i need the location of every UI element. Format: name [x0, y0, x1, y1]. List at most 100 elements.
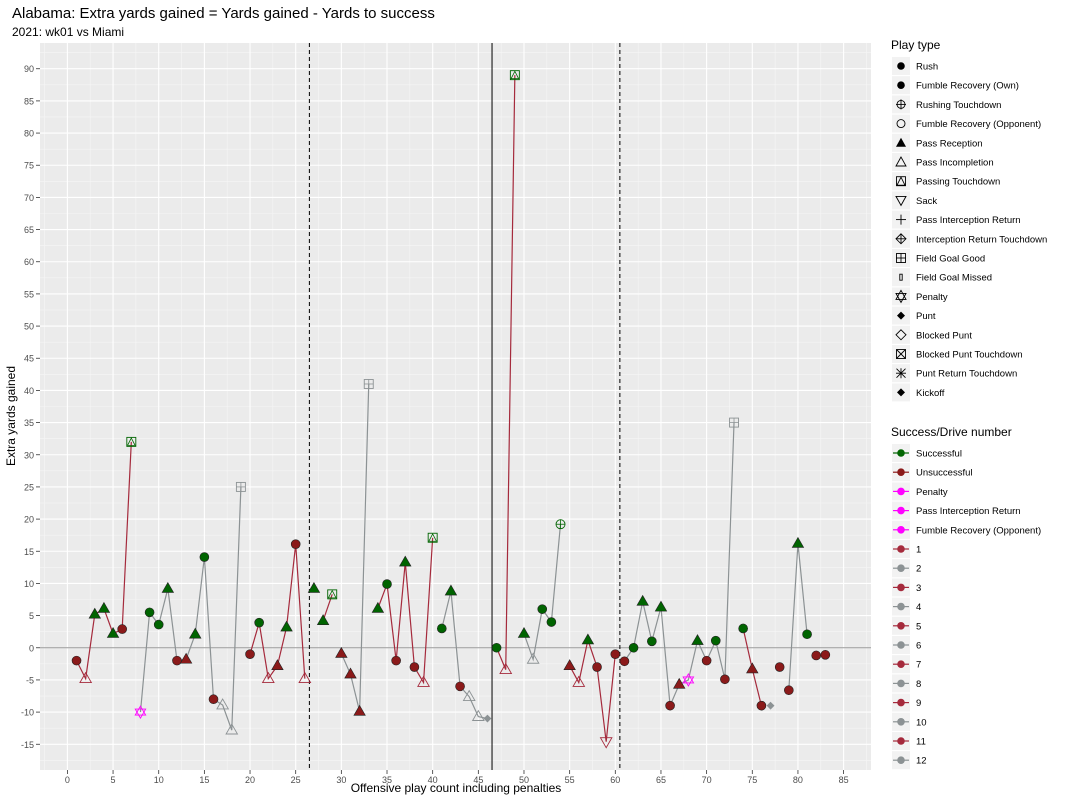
play-point — [280, 620, 293, 632]
play-point — [628, 642, 639, 653]
play-point — [106, 627, 120, 638]
x-tick-label: 30 — [336, 775, 346, 785]
drive-13 — [738, 623, 767, 711]
x-tick-label: 80 — [793, 775, 803, 785]
play-point — [307, 581, 321, 593]
legend-dot — [897, 660, 905, 668]
play-point — [97, 601, 111, 613]
glyph — [897, 81, 905, 89]
y-tick-label: 35 — [24, 418, 34, 428]
play-point — [88, 607, 102, 619]
legend-key — [892, 287, 910, 306]
legend-label: Penalty — [916, 487, 948, 498]
marker-triangle — [510, 70, 520, 80]
legend-label: Fumble Recovery (Own) — [916, 81, 1019, 92]
y-tick-label: 60 — [24, 257, 34, 267]
legend-label: Unsuccessful — [916, 468, 973, 479]
y-tick-label: 40 — [24, 386, 34, 396]
x-axis-label: Offensive play count including penalties — [351, 781, 562, 795]
asterisk-icon — [896, 368, 906, 379]
play-point — [665, 700, 675, 711]
marker-down — [682, 676, 695, 687]
legend-item: Blocked Punt — [892, 325, 972, 344]
open-triangle-icon — [895, 156, 907, 167]
filled-circle-icon — [897, 81, 905, 89]
play-point — [756, 700, 767, 711]
legend-key — [892, 172, 910, 191]
drive-16 — [784, 536, 812, 696]
y-tick-label: 30 — [24, 450, 34, 460]
y-tick-label: 75 — [24, 161, 34, 171]
y-tick-label: -15 — [21, 740, 34, 750]
glyph — [896, 137, 906, 147]
play-point — [261, 671, 275, 683]
filled-circle-icon — [897, 62, 905, 70]
circle-plus-icon — [896, 99, 906, 110]
y-axis: -15 -10 -5 0 5 10 15 20 25 30 35 40 45 50 55 60 65 70 75 80… — [21, 64, 40, 750]
drive-9 — [491, 70, 520, 674]
play-point — [179, 652, 193, 664]
play-point — [647, 636, 657, 647]
play-point — [619, 656, 630, 667]
legend-label: Interception Return Touchdown — [916, 234, 1047, 245]
legend-label: Passing Touchdown — [916, 177, 1000, 188]
play-point — [555, 519, 566, 530]
play-point — [462, 689, 476, 702]
down-triangle-icon — [895, 195, 907, 207]
legend-item: 6 — [892, 636, 921, 654]
legend-item: Field Goal Good — [892, 249, 985, 267]
legend-key — [892, 153, 910, 171]
legend-label: Pass Incompletion — [916, 158, 994, 169]
x-tick-label: 55 — [565, 775, 575, 785]
filled-triangle-icon — [896, 137, 906, 147]
diamond-plus-icon — [895, 233, 907, 245]
play-point — [316, 614, 330, 625]
glyph — [895, 292, 907, 304]
play-point — [802, 629, 812, 640]
legend-label: Successful — [916, 449, 962, 460]
legend-label: Pass Interception Return — [916, 215, 1021, 226]
play-point — [811, 650, 822, 661]
play-point — [344, 667, 357, 679]
play-point — [710, 635, 721, 646]
play-point — [335, 646, 348, 658]
legend-label: 7 — [916, 660, 921, 671]
drive-15 — [774, 662, 785, 672]
legend-item: 9 — [892, 693, 921, 712]
play-point — [327, 589, 338, 600]
legend-item: Pass Interception Return — [892, 210, 1021, 229]
glyph — [897, 62, 905, 70]
play-point — [71, 655, 82, 666]
legend-label: 10 — [916, 717, 927, 728]
play-point — [517, 627, 531, 638]
legend-label: Fumble Recovery (Opponent) — [916, 525, 1041, 536]
play-point — [537, 604, 548, 614]
y-tick-label: -5 — [26, 675, 34, 685]
open-diamond-icon — [895, 329, 907, 341]
x-tick-label: 5 — [111, 775, 116, 785]
play-point — [720, 674, 730, 685]
legend-item: 2 — [892, 559, 921, 578]
legend-label: 9 — [916, 698, 921, 709]
play-point — [636, 594, 649, 606]
play-point — [225, 723, 239, 735]
legend-title: Play type — [891, 38, 941, 52]
legend-item: Rushing Touchdown — [892, 95, 1001, 114]
legend-item: 5 — [892, 616, 921, 635]
play-point — [546, 617, 557, 627]
drive-6 — [335, 379, 374, 716]
play-point — [409, 662, 420, 672]
legend-item: Passing Touchdown — [892, 172, 1000, 191]
x-tick-label: 70 — [702, 775, 712, 785]
play-point — [363, 379, 374, 389]
legend-label: Sack — [916, 196, 937, 207]
drive-5 — [316, 589, 338, 625]
glyph — [899, 273, 903, 281]
play-point — [189, 627, 202, 639]
legend-label: 1 — [916, 545, 921, 556]
legend-item: Punt — [892, 306, 936, 325]
glyph — [896, 349, 906, 359]
play-point — [79, 671, 93, 683]
open-circle-icon — [896, 119, 906, 129]
y-tick-label: 50 — [24, 322, 34, 332]
